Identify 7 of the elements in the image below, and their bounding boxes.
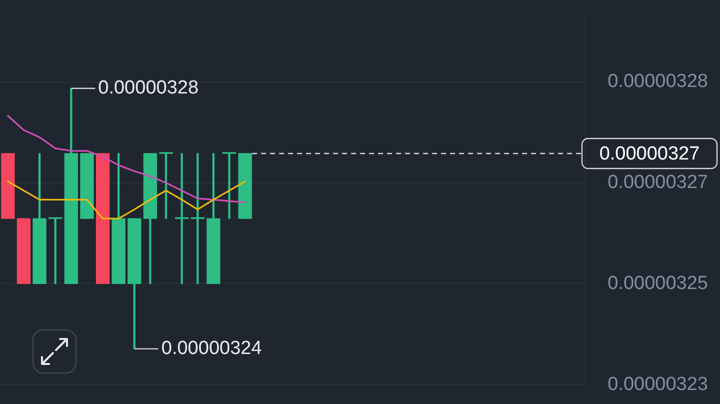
annotation: 0.00000324 (161, 338, 262, 360)
y-tick-label: 0.00000328 (608, 71, 708, 92)
y-tick-label: 0.00000327 (608, 172, 708, 194)
y-tick-label: 0.00000323 (608, 374, 708, 395)
candlestick (222, 152, 236, 219)
y-tick-label: 0.00000325 (608, 272, 708, 294)
annotation: 0.00000328 (98, 78, 199, 99)
